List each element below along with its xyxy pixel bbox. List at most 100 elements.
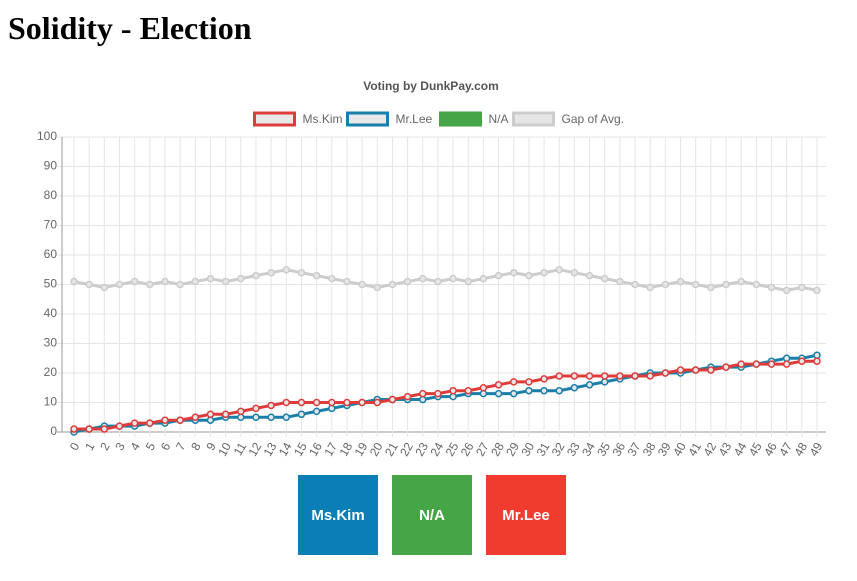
data-point: [403, 392, 412, 401]
x-tick-label: 48: [791, 440, 810, 459]
x-tick-label: 49: [807, 440, 826, 459]
data-point: [388, 395, 397, 404]
x-tick-label: 43: [716, 440, 735, 459]
data-point: [70, 277, 78, 286]
data-point: [661, 369, 670, 377]
data-point: [282, 266, 291, 274]
data-point: [525, 378, 533, 386]
data-point: [100, 283, 109, 292]
data-point: [479, 384, 488, 392]
x-tick-label: 38: [640, 440, 659, 459]
x-tick-label: 1: [82, 440, 98, 453]
data-point: [100, 425, 109, 433]
data-point: [600, 274, 609, 283]
x-tick-label: 37: [625, 440, 644, 459]
data-point: [509, 268, 518, 277]
x-tick-label: 39: [655, 440, 674, 459]
data-point: [540, 375, 548, 383]
data-point: [161, 277, 169, 286]
data-point: [252, 413, 260, 421]
data-point: [767, 360, 776, 368]
data-point: [343, 277, 351, 286]
y-tick-label: 0: [50, 424, 57, 438]
x-tick-label: 8: [188, 440, 204, 453]
x-tick-label: 28: [488, 440, 507, 459]
vote-button[interactable]: N/A: [392, 475, 472, 555]
legend-label: Ms.Kim: [303, 112, 343, 126]
x-tick-label: 19: [352, 440, 371, 459]
x-tick-label: 41: [685, 440, 704, 459]
y-tick-label: 10: [44, 395, 58, 409]
data-point: [494, 381, 503, 389]
vote-button[interactable]: Mr.Lee: [486, 475, 566, 555]
x-tick-label: 42: [700, 440, 719, 459]
data-point: [146, 419, 154, 427]
data-point: [722, 280, 730, 289]
data-point: [388, 280, 397, 289]
data-point: [252, 404, 260, 413]
data-point: [373, 398, 382, 407]
x-tick-label: 31: [534, 440, 553, 459]
data-point: [646, 283, 654, 292]
data-point: [555, 266, 563, 274]
data-point: [631, 372, 639, 380]
y-tick-label: 70: [44, 218, 58, 232]
data-point: [464, 277, 472, 286]
data-point: [782, 286, 791, 295]
data-point: [237, 407, 245, 416]
x-tick-label: 46: [761, 440, 780, 459]
data-point: [691, 280, 700, 289]
y-tick-label: 100: [37, 129, 57, 143]
data-point: [403, 277, 412, 286]
data-point: [115, 422, 124, 430]
data-point: [676, 366, 685, 374]
data-point: [130, 419, 139, 427]
data-point: [464, 386, 472, 395]
data-point: [707, 366, 715, 374]
data-point: [449, 274, 457, 283]
data-point: [176, 280, 184, 289]
data-point: [509, 389, 518, 398]
data-point: [479, 274, 488, 283]
data-point: [540, 268, 548, 277]
data-point: [419, 389, 427, 398]
data-point: [267, 413, 275, 421]
data-point: [70, 425, 78, 433]
series-line: [73, 268, 818, 292]
vote-button[interactable]: Ms.Kim: [298, 475, 378, 555]
x-tick-label: 20: [367, 440, 386, 459]
legend-swatch: [346, 111, 389, 127]
x-tick-label: 16: [306, 440, 325, 459]
y-tick-label: 30: [44, 336, 58, 350]
data-point: [328, 398, 336, 407]
data-point: [449, 386, 457, 395]
x-tick-label: 44: [731, 440, 750, 459]
x-tick-label: 45: [746, 440, 765, 459]
data-point: [206, 410, 215, 419]
data-point: [479, 389, 488, 398]
data-point: [449, 392, 457, 401]
y-tick-label: 90: [44, 159, 58, 173]
data-point: [358, 398, 366, 407]
data-point: [328, 274, 336, 283]
data-point: [600, 378, 609, 386]
data-point: [767, 283, 776, 292]
x-tick-label: 22: [397, 440, 416, 459]
data-point: [540, 386, 548, 395]
data-point: [267, 268, 275, 277]
x-tick-label: 34: [579, 440, 598, 459]
x-tick-label: 40: [670, 440, 689, 459]
data-point: [813, 286, 821, 295]
x-tick-label: 26: [458, 440, 477, 459]
data-point: [237, 413, 245, 421]
data-point: [813, 351, 821, 360]
x-tick-label: 33: [564, 440, 583, 459]
data-point: [570, 268, 579, 277]
data-point: [221, 277, 230, 286]
y-tick-label: 80: [44, 188, 58, 202]
legend-label: N/A: [489, 112, 509, 126]
data-point: [434, 389, 442, 398]
page-title: Solidity - Election: [8, 10, 252, 46]
data-point: [85, 280, 93, 289]
